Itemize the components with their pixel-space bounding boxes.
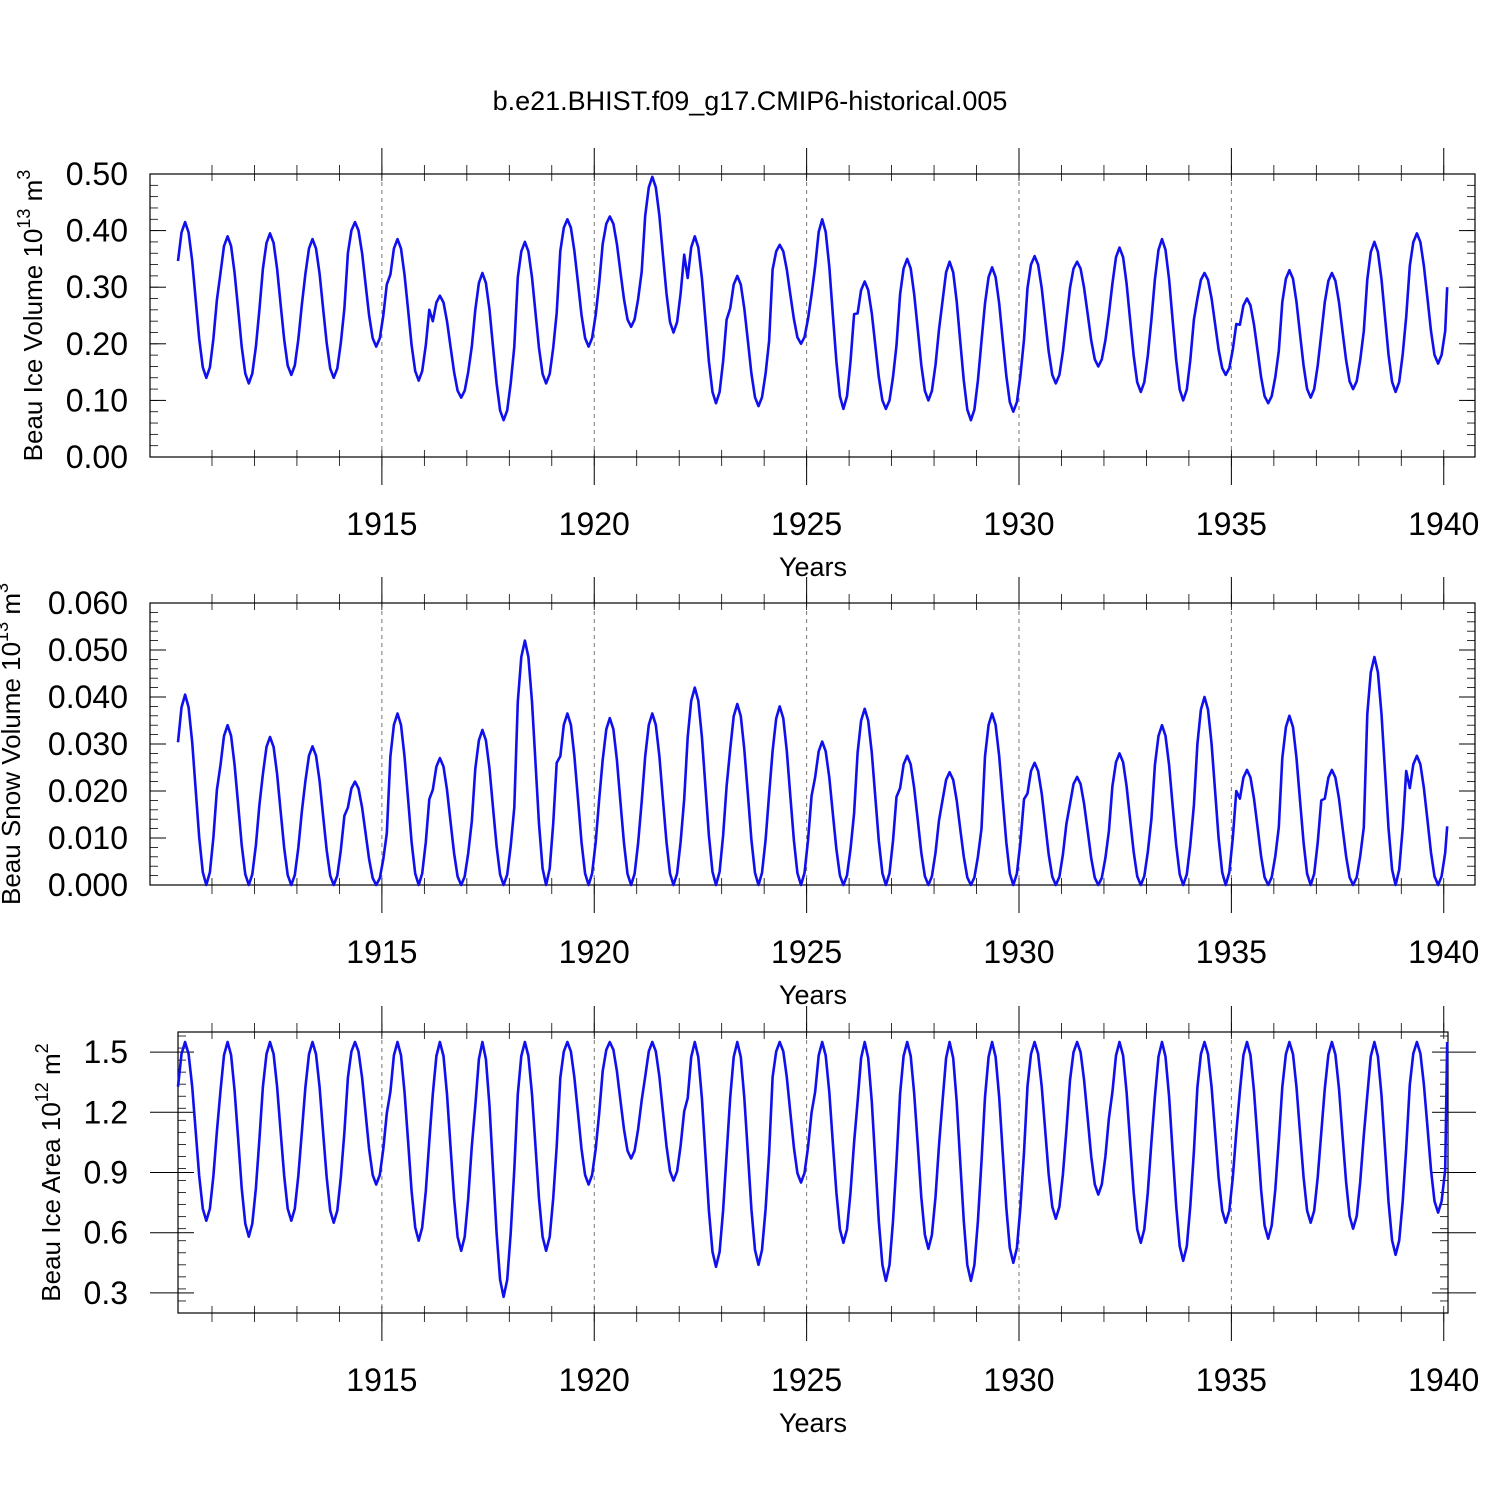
x-tick-label: 1930 xyxy=(983,1362,1054,1398)
y-axis-label-ylabel-unit-exp: 3 xyxy=(14,170,34,180)
y-axis-label-ylabel-exp: 13 xyxy=(0,622,12,642)
x-tick-label: 1940 xyxy=(1408,934,1479,970)
figure-title: b.e21.BHIST.f09_g17.CMIP6-historical.005 xyxy=(493,86,1008,116)
y-tick-label: 1.5 xyxy=(84,1034,128,1070)
x-axis-label: Years xyxy=(779,1408,847,1438)
y-tick-label: 0.010 xyxy=(48,820,128,856)
x-tick-label: 1935 xyxy=(1196,1362,1267,1398)
panel-ice-area: 1915 1920 1925 1930 1935 1940 0.3 0.6 0.9 1.2 1.5 Y… xyxy=(32,1006,1479,1438)
x-tick-label: 1915 xyxy=(346,506,417,542)
y-axis-label-ylabel-unit-exp: 2 xyxy=(32,1043,52,1053)
y-tick-label: 0.3 xyxy=(84,1275,128,1311)
y-axis-label-ylabel-exp: 13 xyxy=(14,209,34,229)
x-tick-label: 1920 xyxy=(559,506,630,542)
panel-snow-volume: 1915 1920 1925 1930 1935 1940 0.000 0.010 0.020 0… xyxy=(0,577,1479,1010)
y-tick-label: 0.040 xyxy=(48,679,128,715)
x-tick-label: 1935 xyxy=(1196,934,1267,970)
plot-frame xyxy=(149,173,1476,458)
x-tick-label: 1915 xyxy=(346,934,417,970)
series-line-0 xyxy=(176,639,1449,887)
x-tick-label: 1940 xyxy=(1408,1362,1479,1398)
y-tick-label: 0.020 xyxy=(48,773,128,809)
x-tick-label: 1930 xyxy=(983,506,1054,542)
x-tick-label: 1925 xyxy=(771,506,842,542)
y-axis-label-ylabel-exp: 12 xyxy=(32,1082,52,1102)
y-axis-label-ylabel: Beau Ice Volume 10 xyxy=(18,229,48,462)
y-axis-label: Beau Snow Volume 1013 m3 xyxy=(0,583,26,905)
x-tick-label: 1925 xyxy=(771,1362,842,1398)
x-tick-label: 1920 xyxy=(559,934,630,970)
y-tick-label: 0.10 xyxy=(66,382,128,418)
y-tick-label: 0.030 xyxy=(48,726,128,762)
y-axis-label-ylabel-unit: m xyxy=(0,593,26,622)
x-axis-label: Years xyxy=(779,552,847,582)
x-tick-label: 1930 xyxy=(983,934,1054,970)
y-tick-label: 0.9 xyxy=(84,1155,128,1191)
series-line-0 xyxy=(176,1040,1449,1299)
y-tick-label: 0.6 xyxy=(84,1215,128,1251)
y-tick-label: 0.20 xyxy=(66,326,128,362)
y-tick-label: 0.00 xyxy=(66,439,128,475)
y-tick-label: 0.50 xyxy=(66,156,128,192)
y-tick-label: 0.40 xyxy=(66,213,128,249)
y-tick-label: 0.000 xyxy=(48,867,128,903)
y-tick-label: 1.2 xyxy=(84,1094,128,1130)
y-tick-label: 0.060 xyxy=(48,585,128,621)
plot-frame xyxy=(149,602,1476,886)
x-tick-label: 1925 xyxy=(771,934,842,970)
y-axis-label: Beau Ice Area 1012 m2 xyxy=(32,1043,66,1301)
y-axis-label-ylabel-unit-exp: 3 xyxy=(0,583,12,593)
x-tick-label: 1920 xyxy=(559,1362,630,1398)
series-line-0 xyxy=(176,175,1449,422)
y-axis-label-ylabel: Beau Ice Area 10 xyxy=(36,1102,66,1301)
x-tick-label: 1940 xyxy=(1408,506,1479,542)
x-axis-label: Years xyxy=(779,980,847,1010)
y-tick-label: 0.30 xyxy=(66,269,128,305)
y-tick-label: 0.050 xyxy=(48,632,128,668)
y-axis-label-ylabel-unit: m xyxy=(36,1053,66,1082)
x-tick-label: 1915 xyxy=(346,1362,417,1398)
y-axis-label-ylabel: Beau Snow Volume 10 xyxy=(0,642,26,905)
y-axis-label-ylabel-unit: m xyxy=(18,180,48,209)
plot-frame xyxy=(177,1031,1449,1314)
x-tick-label: 1935 xyxy=(1196,506,1267,542)
y-axis-label: Beau Ice Volume 1013 m3 xyxy=(14,170,48,462)
panel-ice-volume: 1915 1920 1925 1930 1935 1940 0.00 0.10 0.20 0.30… xyxy=(14,148,1479,582)
